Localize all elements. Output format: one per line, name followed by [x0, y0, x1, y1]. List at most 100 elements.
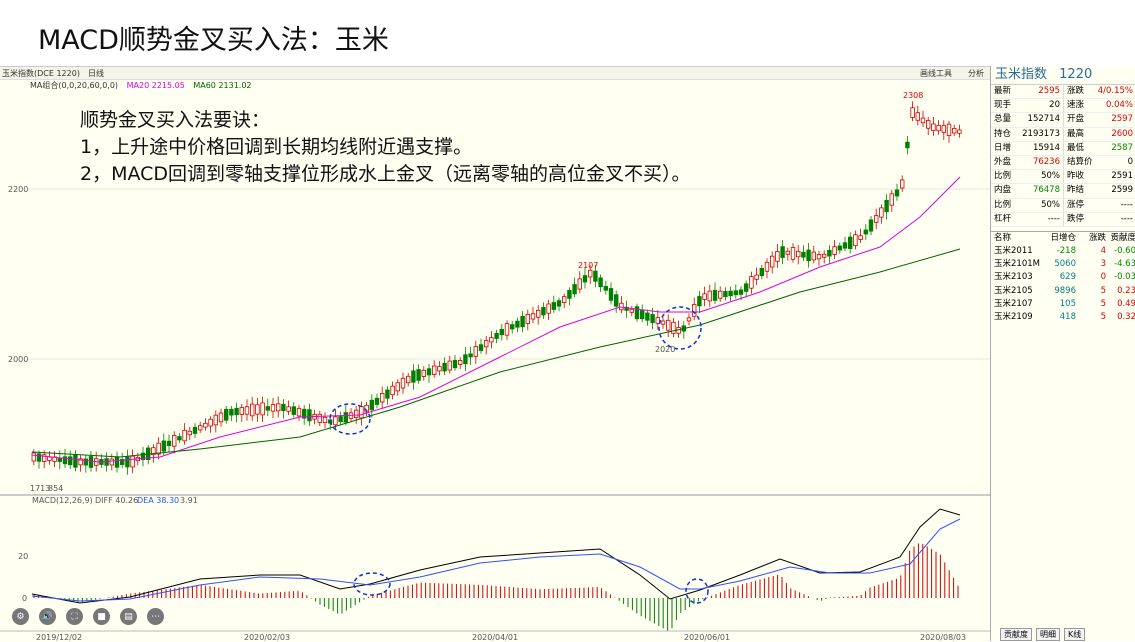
contract-header-cell: 日增仓 — [1050, 232, 1076, 243]
chat-icon[interactable]: ▤ — [120, 608, 137, 625]
ma-set-label: MA组合(0,0,20,60,0,0) — [30, 81, 119, 90]
low-annotation: 1713 — [30, 484, 50, 493]
quote-key: 最低 — [1067, 142, 1085, 153]
quote-cell: 现手 20 — [991, 99, 1064, 113]
low-annotation-2: 854 — [48, 484, 63, 493]
contract-row[interactable]: 玉米2105 9896 5 0.23 — [991, 285, 1135, 298]
kline-chart[interactable]: 2200 2000 1713 854 2107 2020 2308 MACD(1… — [0, 67, 990, 642]
quote-row: 外盘 76236 结算价 0 — [991, 155, 1135, 171]
quote-value: 0 — [1127, 156, 1133, 167]
quote-key: 日增 — [994, 142, 1012, 153]
macd-diff-line — [31, 508, 961, 604]
period-select[interactable]: 日线 — [88, 69, 104, 78]
bottom-tab[interactable]: 贡献度 — [1000, 628, 1032, 641]
quote-cell: 跌停 ---- — [1064, 213, 1135, 226]
quote-cell: 最低 2587 — [1064, 142, 1135, 155]
quote-panel: 玉米指数 1220 最新 2595 涨跌 4/0.15% 现手 20 速涨 0.04% 总量 15… — [990, 66, 1135, 641]
gear-icon[interactable]: ⚙ — [12, 608, 29, 625]
price-tick: 2000 — [8, 355, 28, 364]
quote-value: 2193173 — [1022, 128, 1060, 139]
contract-cell: 玉米2103 — [994, 272, 1033, 283]
macd-tick: 20 — [18, 552, 28, 561]
quote-key: 比例 — [994, 171, 1012, 182]
contract-row[interactable]: 玉米2011 -218 4 -0.60 — [991, 245, 1135, 258]
quote-key: 涨跌 — [1067, 86, 1085, 96]
player-toolbar: ⚙ 🔊 ⛶ ■ ▤ ⋯ — [12, 608, 164, 625]
macd-tick: 0 — [22, 594, 27, 603]
more-icon[interactable]: ⋯ — [147, 608, 164, 625]
quote-cell: 比例 50% — [991, 170, 1064, 184]
golden-cross-circle — [685, 578, 709, 604]
contract-cell: 5 — [1100, 285, 1106, 296]
sound-icon[interactable]: 🔊 — [39, 608, 56, 625]
macd-dea-line — [31, 518, 961, 602]
analysis-button[interactable]: 分析 — [968, 69, 984, 78]
contract-cell: 玉米2107 — [994, 298, 1033, 309]
quote-key: 最高 — [1067, 128, 1085, 139]
contract-row[interactable]: 玉米2101M 5060 3 -4.63 — [991, 258, 1135, 271]
bottom-tab[interactable]: K线 — [1064, 628, 1086, 641]
contract-cell: 5 — [1100, 312, 1106, 322]
bottom-tab[interactable]: 明细 — [1036, 628, 1060, 641]
quote-key: 内盘 — [994, 185, 1012, 196]
contract-cell: 9896 — [1054, 285, 1076, 296]
notes-line-1: 1，上升途中价格回调到长期均线附近遇支撑。 — [80, 136, 473, 158]
contract-row[interactable]: 玉米2109 418 5 0.32 — [991, 311, 1135, 324]
quote-cell: 外盘 76236 — [991, 155, 1064, 170]
quote-row: 日增 15914 最低 2587 — [991, 141, 1135, 156]
contract-cell: 玉米2011 — [994, 246, 1033, 257]
macd-diff-value: DIFF 40.26 — [95, 496, 138, 505]
quote-key: 杠杆 — [994, 213, 1012, 224]
contract-cell: 玉米2109 — [994, 312, 1033, 322]
draw-tools-button[interactable]: 画线工具 — [920, 69, 952, 78]
notes-line-2: 2，MACD回调到零轴支撑位形成水上金叉（远离零轴的高位金叉不买）。 — [80, 163, 691, 185]
quote-title-name: 玉米指数 — [995, 67, 1048, 82]
peak-annotation: 2308 — [903, 91, 923, 100]
strategy-notes: 顺势金叉买入法要诀： 1，上升途中价格回调到长期均线附近遇支撑。 2，MACD回… — [80, 107, 691, 188]
contract-table: 名称 日增仓 涨跌 贡献度 玉米2011 -218 4 -0.60 玉米2101M 5060 3 -4… — [991, 230, 1135, 324]
quote-cell: 结算价 0 — [1064, 156, 1135, 169]
fullscreen-icon[interactable]: ⛶ — [66, 608, 83, 625]
slide-title: MACD顺势金叉买入法：玉米 — [38, 25, 389, 56]
contract-cell: 3 — [1100, 259, 1106, 270]
quote-value: 2599 — [1111, 185, 1133, 196]
quote-value: 2591 — [1111, 171, 1133, 182]
quote-value: 20 — [1049, 100, 1060, 111]
golden-cross-circle — [658, 306, 702, 350]
quote-cell: 内盘 76478 — [991, 184, 1064, 198]
contract-cell: 0.49 — [1117, 298, 1135, 309]
quote-value: ---- — [1120, 213, 1133, 224]
contract-row[interactable]: 玉米2107 105 5 0.49 — [991, 298, 1135, 311]
date-tick: 2020/04/01 — [472, 633, 518, 642]
quote-cell: 总量 152714 — [991, 113, 1064, 127]
quote-key: 比例 — [994, 199, 1012, 210]
date-tick: 2020/08/03 — [920, 633, 966, 642]
quote-row: 最新 2595 涨跌 4/0.15% — [991, 85, 1135, 100]
quote-key: 现手 — [994, 100, 1012, 111]
quote-key: 速涨 — [1067, 100, 1085, 111]
price-tick: 2200 — [8, 185, 28, 194]
contract-cell: 0 — [1100, 272, 1106, 283]
chart-topbar: 玉米指数(DCE 1220) 日线 画线工具 分析 — [0, 67, 990, 80]
quote-cell: 日增 15914 — [991, 141, 1064, 155]
quote-value: 76236 — [1032, 156, 1060, 167]
quote-key: 跌停 — [1067, 213, 1085, 224]
symbol-label[interactable]: 玉米指数(DCE 1220) — [2, 69, 80, 78]
contract-cell: 0.23 — [1117, 285, 1135, 296]
contract-row[interactable]: 玉米2103 629 0 -0.03 — [991, 271, 1135, 284]
chart-panel[interactable]: 玉米指数(DCE 1220) 日线 画线工具 分析 MA组合(0,0,20,60… — [0, 66, 990, 642]
quote-key: 昨收 — [1067, 171, 1085, 182]
ma20-label: MA20 2215.05 — [126, 81, 185, 90]
peak-annotation: 2107 — [578, 261, 598, 270]
macd-histogram-value: 3.91 — [180, 496, 198, 505]
bottom-tabs: 贡献度 明细 K线 — [1000, 628, 1086, 641]
quote-key: 外盘 — [994, 156, 1012, 167]
contract-header-cell: 涨跌 — [1088, 232, 1106, 243]
camera-icon[interactable]: ■ — [93, 608, 110, 625]
contract-cell: -0.03 — [1114, 272, 1135, 283]
quote-key: 结算价 — [1067, 156, 1093, 167]
quote-cell: 速涨 0.04% — [1064, 99, 1135, 112]
contract-cell: 0.32 — [1117, 312, 1135, 322]
quote-value: ---- — [1120, 199, 1133, 210]
quote-value: 152714 — [1027, 114, 1060, 125]
